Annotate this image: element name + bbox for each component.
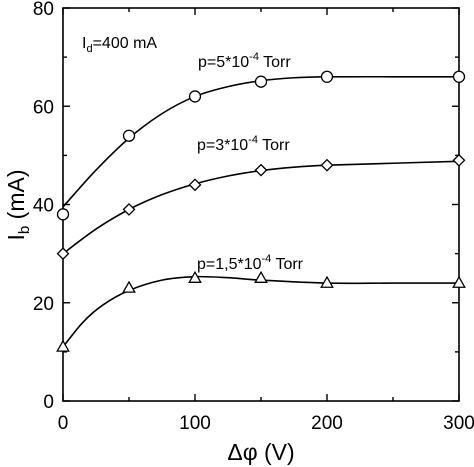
series-label-p5: p=5*10-4 Torr xyxy=(198,51,291,71)
annotation-discharge-current: Id=400 mA xyxy=(82,35,157,55)
series-label-p15: p=1,5*10-4 Torr xyxy=(197,253,304,273)
y-tick-label: 60 xyxy=(33,97,54,118)
x-tick-label: 0 xyxy=(58,413,69,434)
axis-ticks xyxy=(62,7,460,402)
circle-marker xyxy=(254,75,268,88)
diamond-marker xyxy=(320,158,334,172)
x-tick-label: 100 xyxy=(179,413,211,434)
y-tick-label: 20 xyxy=(33,294,54,315)
y-tick-label: 80 xyxy=(33,0,54,20)
triangle-marker xyxy=(254,270,268,283)
series-markers xyxy=(56,70,466,352)
y-axis-title: Ib (mA) xyxy=(3,170,33,241)
tick-labels: 0 100 200 300 0 20 40 60 80 xyxy=(33,0,474,434)
triangle-marker xyxy=(452,275,466,288)
series-line-triangle xyxy=(62,275,459,348)
series-curves xyxy=(62,75,460,348)
x-axis-title: Δφ (V) xyxy=(227,439,294,465)
circle-marker xyxy=(188,90,202,103)
diamond-marker xyxy=(254,163,268,177)
triangle-marker xyxy=(188,270,202,283)
circle-marker xyxy=(122,129,136,142)
circle-marker xyxy=(452,70,466,83)
x-tick-label: 200 xyxy=(311,413,343,434)
series-line-diamond xyxy=(62,160,460,255)
triangle-marker xyxy=(56,339,70,352)
y-tick-label: 0 xyxy=(43,392,54,413)
triangle-marker xyxy=(320,275,334,288)
circle-marker xyxy=(56,208,70,221)
diamond-marker xyxy=(122,202,136,216)
diamond-marker xyxy=(56,247,70,261)
x-tick-label: 300 xyxy=(443,413,474,434)
circle-marker xyxy=(320,70,334,83)
y-tick-label: 40 xyxy=(33,196,54,217)
triangle-marker xyxy=(122,280,136,293)
series-line-circle xyxy=(62,75,459,208)
diamond-marker xyxy=(188,178,202,192)
diamond-marker xyxy=(452,153,466,167)
series-label-p3: p=3*10-4 Torr xyxy=(197,134,290,154)
